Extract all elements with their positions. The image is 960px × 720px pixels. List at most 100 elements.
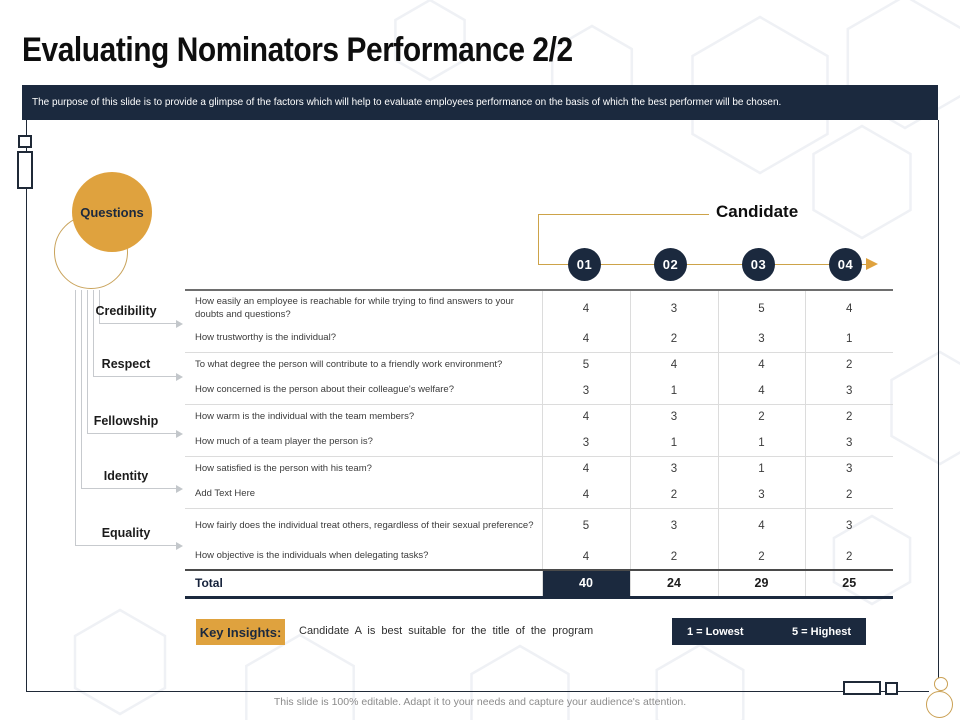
- score-cell: 1: [629, 378, 718, 404]
- score-cell: 2: [804, 351, 893, 378]
- slider-track-decoration: [17, 151, 33, 189]
- table-row: How warm is the individual with the team…: [185, 403, 893, 430]
- score-cell: 4: [629, 351, 718, 378]
- table-row: Add Text Here 4 2 3 2: [185, 482, 893, 508]
- slider-handle-decoration: [18, 135, 32, 148]
- question-cell: How objective is the individuals when de…: [195, 550, 429, 562]
- score-cell: 1: [717, 430, 805, 456]
- category-label: Fellowship: [93, 414, 159, 428]
- score-cell: 3: [629, 455, 718, 482]
- candidate-bracket-line: [538, 214, 709, 265]
- candidate-arrow-icon: [866, 258, 878, 270]
- score-cell: 3: [629, 403, 718, 430]
- candidate-circle-03: 03: [742, 248, 775, 281]
- table-row: How objective is the individuals when de…: [185, 544, 893, 570]
- score-cell: 4: [717, 378, 805, 404]
- score-cell: 4: [804, 290, 893, 326]
- score-cell: 4: [541, 482, 630, 508]
- question-cell: How fairly does the individual treat oth…: [185, 507, 542, 544]
- score-cell: 3: [541, 378, 630, 404]
- connector-arrowhead-icon: [176, 320, 183, 328]
- total-label: Total: [195, 576, 223, 591]
- table-row: How satisfied is the person with his tea…: [185, 455, 893, 482]
- table-row: To what degree the person will contribut…: [185, 351, 893, 378]
- score-cell: 1: [629, 430, 718, 456]
- score-cell: 1: [804, 326, 893, 352]
- table-row: How much of a team player the person is?…: [185, 430, 893, 456]
- connector-arrowhead-icon: [176, 485, 183, 493]
- score-cell: 4: [541, 455, 630, 482]
- connector-line: [99, 290, 177, 324]
- table-row: How fairly does the individual treat oth…: [185, 507, 893, 544]
- score-cell: 4: [541, 290, 630, 326]
- question-cell: How concerned is the person about their …: [195, 384, 454, 396]
- score-cell: 2: [717, 544, 805, 570]
- category-label: Respect: [101, 357, 151, 371]
- score-cell: 3: [804, 378, 893, 404]
- score-cell: 3: [629, 507, 718, 544]
- score-legend: 1 = Lowest 5 = Highest: [672, 618, 866, 645]
- score-cell: 5: [717, 290, 805, 326]
- total-score-cell: 40: [541, 570, 630, 597]
- score-cell: 2: [629, 544, 718, 570]
- legend-lowest: 1 = Lowest: [687, 625, 744, 638]
- score-cell: 3: [541, 430, 630, 456]
- total-score-cell: 25: [804, 570, 893, 597]
- corner-circle-small: [934, 677, 948, 691]
- score-cell: 3: [629, 290, 718, 326]
- corner-circle-big: [926, 691, 953, 718]
- bottom-frame-line: [26, 691, 929, 692]
- table-row: How trustworthy is the individual? 4 2 3 1: [185, 326, 893, 352]
- question-cell: Add Text Here: [195, 488, 256, 500]
- connector-line: [87, 290, 177, 434]
- footer-note: This slide is 100% editable. Adapt it to…: [273, 696, 687, 708]
- total-score-cell: 24: [629, 570, 718, 597]
- score-cell: 4: [541, 326, 630, 352]
- questions-bubble: Questions: [72, 172, 152, 252]
- score-cell: 3: [804, 430, 893, 456]
- score-cell: 3: [717, 482, 805, 508]
- scores-table-body: How easily an employee is reachable for …: [185, 290, 893, 570]
- candidate-label: Candidate: [712, 202, 803, 222]
- category-label: Identity: [103, 469, 149, 483]
- table-row: How easily an employee is reachable for …: [185, 290, 893, 326]
- legend-highest: 5 = Highest: [792, 625, 851, 638]
- score-cell: 2: [629, 326, 718, 352]
- left-frame-line: [26, 120, 27, 691]
- score-cell: 5: [541, 507, 630, 544]
- score-cell: 4: [717, 351, 805, 378]
- score-cell: 5: [541, 351, 630, 378]
- question-cell: How easily an employee is reachable for …: [195, 295, 514, 320]
- score-cell: 3: [717, 326, 805, 352]
- score-cell: 1: [717, 455, 805, 482]
- score-cell: 2: [629, 482, 718, 508]
- right-frame-line: [938, 120, 939, 678]
- bottom-slider-handle-decoration: [885, 682, 898, 695]
- question-cell: How much of a team player the person is?: [195, 436, 373, 448]
- total-row: Total 40 24 29 25: [185, 570, 893, 597]
- category-label: Equality: [101, 526, 151, 540]
- candidate-circle-04: 04: [829, 248, 862, 281]
- score-cell: 3: [804, 455, 893, 482]
- bottom-slider-decoration: [843, 681, 881, 695]
- score-cell: 2: [717, 403, 805, 430]
- score-cell: 4: [541, 403, 630, 430]
- table-row: How concerned is the person about their …: [185, 378, 893, 404]
- purpose-banner: The purpose of this slide is to provide …: [22, 85, 938, 120]
- question-cell: How warm is the individual with the team…: [185, 403, 542, 430]
- score-cell: 4: [717, 507, 805, 544]
- total-score-cell: 29: [717, 570, 805, 597]
- candidate-circle-02: 02: [654, 248, 687, 281]
- question-cell: To what degree the person will contribut…: [185, 351, 542, 378]
- score-cell: 2: [804, 482, 893, 508]
- score-cell: 3: [804, 507, 893, 544]
- key-insights-badge: Key Insights:: [196, 619, 285, 645]
- connector-arrowhead-icon: [176, 542, 183, 550]
- questions-label: Questions: [80, 204, 144, 220]
- purpose-banner-text: The purpose of this slide is to provide …: [32, 97, 782, 108]
- key-insight-text: Candidate A is best suitable for the tit…: [299, 625, 594, 637]
- candidate-circle-01: 01: [568, 248, 601, 281]
- connector-line: [93, 290, 177, 377]
- connector-arrowhead-icon: [176, 373, 183, 381]
